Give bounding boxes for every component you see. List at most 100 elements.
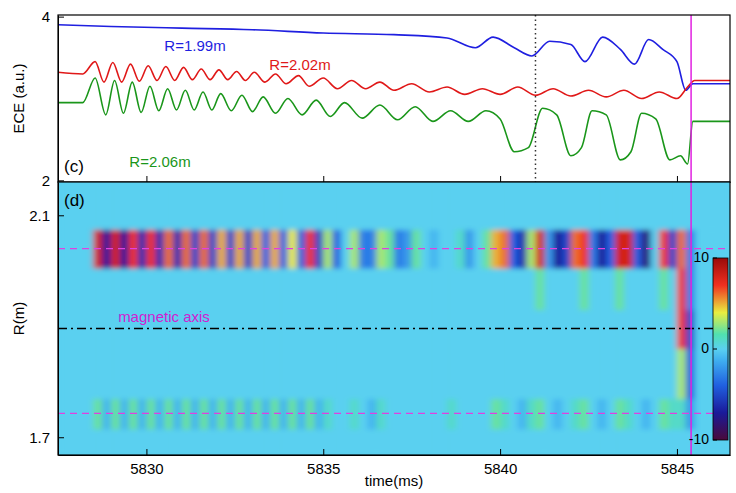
heatmap-cell — [217, 182, 226, 230]
heatmap-cell — [58, 429, 67, 455]
x-tick-mark — [500, 176, 501, 182]
heatmap-cell — [535, 268, 544, 310]
heatmap-cell — [102, 429, 111, 455]
heatmap-cell — [518, 429, 527, 455]
heatmap-cell — [129, 182, 138, 230]
heatmap-cell — [120, 182, 129, 230]
heatmap-cell — [642, 268, 651, 310]
heatmap-cell — [155, 348, 164, 399]
x-tick — [677, 176, 678, 182]
heatmap-cell — [606, 182, 615, 230]
heatmap-cell — [642, 310, 651, 349]
heatmap-cell — [421, 310, 430, 349]
y-tick: 2.1 — [29, 207, 64, 224]
heatmap-cell — [642, 429, 651, 455]
heatmap-cell — [288, 268, 297, 310]
heatmap-cell — [58, 310, 67, 349]
heatmap-cell — [385, 182, 394, 230]
heatmap-cell — [650, 429, 659, 455]
colorbar-tick-label: 0 — [701, 340, 709, 356]
heatmap-cell — [394, 310, 403, 349]
heatmap-cell — [146, 182, 155, 230]
y-tick-label: 2.1 — [29, 207, 50, 224]
heatmap-cell — [93, 310, 102, 349]
heatmap-cell — [288, 182, 297, 230]
heatmap-cell — [677, 348, 686, 399]
heatmap-cell — [253, 182, 262, 230]
heatmap-cell — [721, 182, 730, 230]
heatmap-cell — [394, 348, 403, 399]
plot-frame — [58, 15, 730, 182]
heatmap-cell — [270, 348, 279, 399]
heatmap-cell — [562, 348, 571, 399]
heatmap-cell — [129, 268, 138, 310]
heatmap-cell — [589, 348, 598, 399]
heatmap-cell — [306, 268, 315, 310]
heatmap-cell — [138, 182, 147, 230]
heatmap-cell — [544, 429, 553, 455]
series-label: R=1.99m — [164, 37, 225, 54]
heatmap-cell — [306, 429, 315, 455]
heatmap-cell — [527, 348, 536, 399]
plot-area — [58, 182, 730, 455]
series-line — [58, 25, 730, 90]
y-tick: 4 — [42, 8, 64, 25]
heatmap-cell — [544, 268, 553, 310]
heatmap-cell — [633, 268, 642, 310]
heatmap-cell — [482, 310, 491, 349]
heatmap-cell — [412, 429, 421, 455]
heatmap-cell — [164, 429, 173, 455]
heatmap-cell — [703, 348, 712, 399]
y-axis: 1.72.1 — [29, 183, 64, 456]
heatmap-cell — [138, 429, 147, 455]
heatmap-cell — [226, 348, 235, 399]
heatmap-cell — [562, 268, 571, 310]
heatmap-cell — [323, 348, 332, 399]
x-tick: 5830 — [130, 449, 163, 477]
heatmap-cell — [553, 429, 562, 455]
heatmap-cell — [376, 268, 385, 310]
heatmap-cell — [677, 429, 686, 455]
heatmap-cell — [447, 182, 456, 230]
heatmap-cell — [597, 268, 606, 310]
heatmap-cell — [474, 268, 483, 310]
y-tick-mark — [58, 215, 64, 216]
x-tick: 5845 — [661, 449, 694, 477]
heatmap-cell — [93, 182, 102, 230]
heatmap-cell — [633, 348, 642, 399]
heatmap-cell — [447, 348, 456, 399]
heatmap-cell — [500, 268, 509, 310]
heatmap-cell — [253, 268, 262, 310]
heatmap-cell — [279, 429, 288, 455]
heatmap-cell — [341, 182, 350, 230]
heatmap-cell — [615, 429, 624, 455]
heatmap-cell — [208, 348, 217, 399]
heatmap-cell — [438, 182, 447, 230]
plot-area — [58, 15, 730, 182]
heatmap-cell — [173, 429, 182, 455]
heatmap-cell — [500, 429, 509, 455]
figure: 24ECE (a.u.)R=1.99mR=2.02mR=2.06m(c)5830… — [0, 0, 736, 493]
heatmap-cell — [606, 348, 615, 399]
heatmap-cell — [482, 268, 491, 310]
heatmap-cell — [102, 348, 111, 399]
heatmap-cell — [518, 348, 527, 399]
heatmap-cell — [164, 268, 173, 310]
x-tick-label: 5835 — [307, 460, 340, 477]
heatmap-cell — [668, 429, 677, 455]
heatmap-cell — [438, 429, 447, 455]
heatmap-cell — [253, 429, 262, 455]
heatmap-cell — [208, 268, 217, 310]
heatmap-cell — [695, 348, 704, 399]
heatmap-cell — [208, 429, 217, 455]
heatmap-cell — [288, 310, 297, 349]
heatmap-cell — [102, 182, 111, 230]
heatmap-cell — [226, 182, 235, 230]
heatmap-cell — [288, 429, 297, 455]
heatmap-cell — [394, 429, 403, 455]
x-tick: 5840 — [484, 449, 517, 477]
heatmap-cell — [155, 182, 164, 230]
heatmap-cell — [341, 348, 350, 399]
heatmap-cell — [67, 310, 76, 349]
heatmap-cell — [111, 429, 120, 455]
